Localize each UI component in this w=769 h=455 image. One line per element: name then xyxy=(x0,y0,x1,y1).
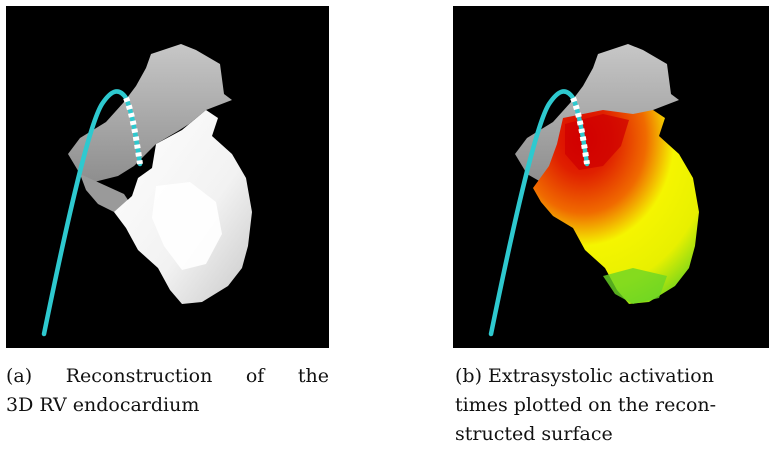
rv-endocardium-render xyxy=(41,44,252,337)
panel-a-rv-reconstruction xyxy=(6,6,329,348)
body-highlight xyxy=(152,182,222,270)
caption-b-line-2: times plotted on the recon- xyxy=(455,394,717,416)
caption-b: (b) Extrasystolic activation times plott… xyxy=(455,362,769,449)
caption-b-line-3: structed surface xyxy=(455,423,613,445)
caption-a: (a) Reconstruction of the 3D RV endocard… xyxy=(6,362,329,420)
catheter xyxy=(41,89,143,337)
panel-b-activation-map xyxy=(453,6,769,348)
catheter xyxy=(488,89,590,337)
late-zone xyxy=(603,268,667,304)
activation-map-render xyxy=(488,44,699,337)
lower-wall xyxy=(80,174,132,214)
caption-b-line-1: (b) Extrasystolic activation xyxy=(455,365,714,387)
caption-a-line-1: (a) Reconstruction of the xyxy=(6,365,329,387)
upper-wall xyxy=(68,44,232,182)
caption-a-line-2: 3D RV endocardium xyxy=(6,394,200,416)
